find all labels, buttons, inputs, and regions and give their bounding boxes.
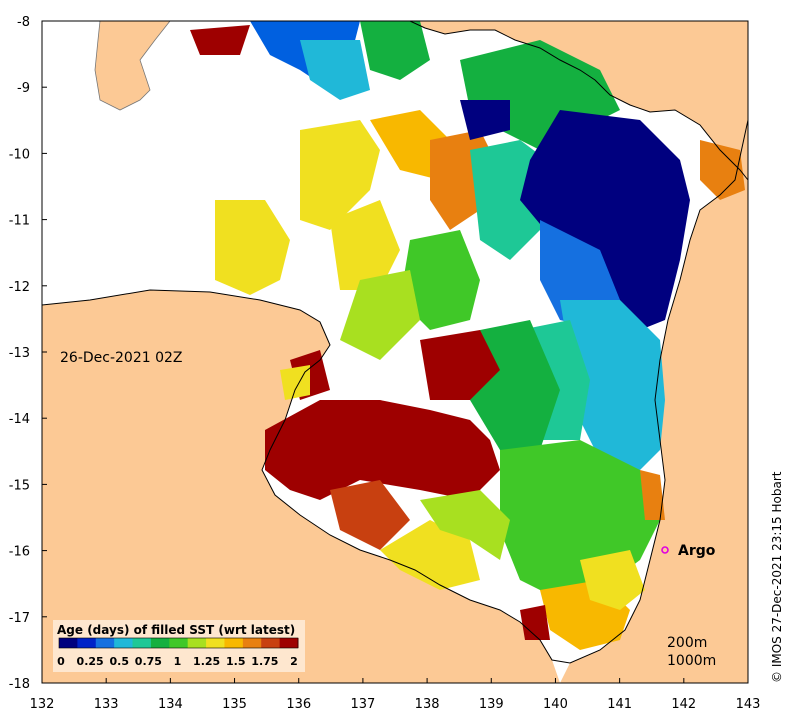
legend-tick-label: 0.5 (110, 655, 130, 668)
x-tick-label: 134 (158, 697, 183, 712)
argo-label: Argo (678, 543, 716, 559)
y-tick-label: -13 (9, 346, 30, 361)
coastline (42, 119, 748, 664)
date-label: 26-Dec-2021 02Z (60, 350, 183, 366)
x-tick-label: 139 (479, 697, 504, 712)
y-tick-label: -14 (9, 412, 30, 427)
legend-color-swatch (150, 638, 170, 648)
legend-tick-label: 0.25 (77, 655, 104, 668)
y-tick-label: -12 (9, 280, 30, 295)
legend-colorbar (58, 637, 299, 649)
legend-title: Age (days) of filled SST (wrt latest) (57, 623, 295, 637)
x-tick-label: 135 (222, 697, 247, 712)
land-north (410, 21, 748, 240)
y-tick-label: -8 (17, 15, 30, 30)
coastline-north (409, 21, 748, 181)
depth-label-1000m: 1000m (667, 653, 716, 669)
y-tick-label: -18 (9, 677, 30, 692)
y-tick-label: -10 (9, 147, 30, 162)
legend-tick-labels: 0 0.25 0.5 0.75 1 1.25 1.5 1.75 2 (57, 655, 298, 668)
legend-color-swatch (95, 638, 115, 648)
y-tick-label: -17 (9, 611, 30, 626)
argo-marker (661, 546, 669, 554)
legend-color-swatch (224, 638, 244, 648)
x-axis: 132 133 134 135 136 137 138 139 140 141 142 143 (30, 678, 761, 712)
x-tick-label: 136 (286, 697, 311, 712)
legend-color-swatch (261, 638, 281, 648)
legend-tick-label: 1.5 (226, 655, 246, 668)
y-tick-label: -16 (9, 545, 30, 560)
x-tick-label: 143 (736, 697, 761, 712)
x-tick-label: 132 (30, 697, 55, 712)
legend-tick-label: 0 (57, 655, 65, 668)
legend-color-swatch (169, 638, 189, 648)
legend-color-swatch (279, 638, 299, 648)
legend-color-swatch (132, 638, 152, 648)
legend-tick-label: 1.75 (251, 655, 278, 668)
legend-color-swatch (187, 638, 207, 648)
coastline-nw (94, 21, 171, 111)
y-tick-label: -9 (17, 81, 30, 96)
x-tick-label: 140 (543, 697, 568, 712)
land-east (560, 120, 748, 683)
legend-tick-label: 1 (174, 655, 182, 668)
sst-age-field (190, 21, 745, 650)
credit-text: © IMOS 27-Dec-2021 23:15 Hobart (770, 471, 784, 683)
legend-color-swatch (59, 638, 78, 648)
legend-color-swatch (114, 638, 134, 648)
y-axis: -8 -9 -10 -11 -12 -13 -14 -15 -16 -17 -18 (9, 15, 47, 692)
legend-tick-label: 0.75 (135, 655, 162, 668)
legend-colorbar-frame (58, 637, 299, 649)
depth-label-200m: 200m (667, 635, 707, 651)
x-tick-label: 141 (607, 697, 632, 712)
legend-color-swatch (77, 638, 97, 648)
y-tick-label: -11 (9, 214, 30, 229)
x-tick-label: 137 (350, 697, 375, 712)
legend-color-swatch (242, 638, 262, 648)
x-tick-label: 133 (94, 697, 119, 712)
legend-tick-label: 1.25 (193, 655, 220, 668)
land-nw (42, 21, 170, 110)
legend-color-swatch (206, 638, 225, 648)
legend-tick-label: 2 (290, 655, 298, 668)
x-tick-label: 138 (415, 697, 440, 712)
x-tick-label: 142 (671, 697, 696, 712)
y-tick-label: -15 (9, 478, 30, 493)
